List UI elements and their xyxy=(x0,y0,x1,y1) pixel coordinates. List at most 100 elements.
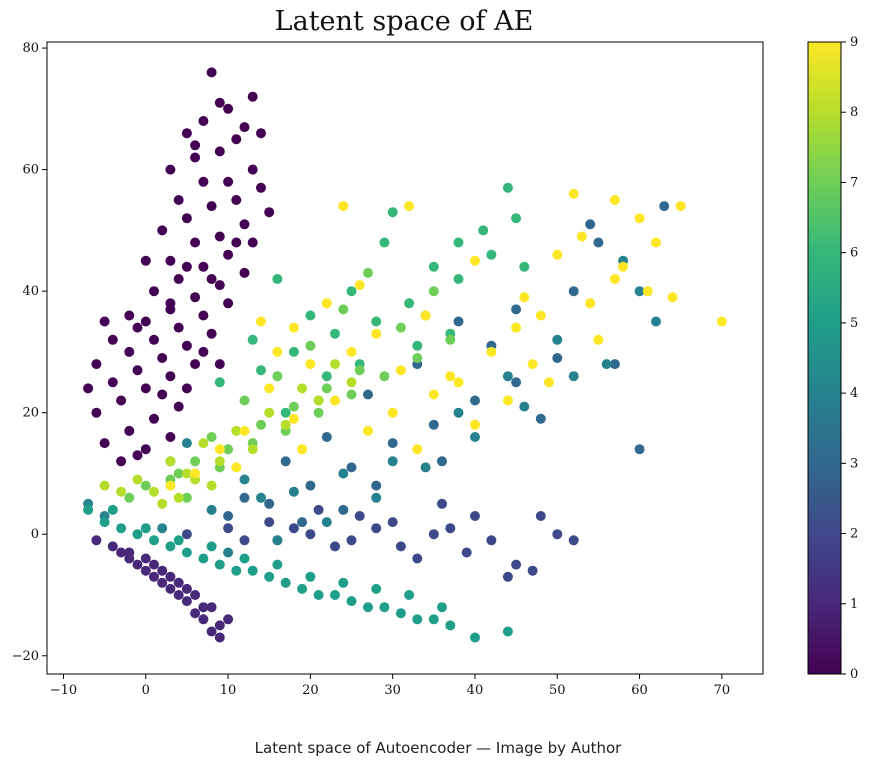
data-point xyxy=(609,195,620,205)
data-point xyxy=(428,529,439,540)
data-point xyxy=(157,523,168,534)
data-point xyxy=(165,456,176,467)
data-point xyxy=(190,468,201,479)
data-point xyxy=(330,590,340,600)
data-point xyxy=(280,419,291,430)
data-point xyxy=(83,383,94,394)
y-tick-label: 80 xyxy=(22,41,39,56)
data-point xyxy=(552,334,563,345)
data-point xyxy=(173,468,184,479)
data-point xyxy=(181,383,192,394)
data-point xyxy=(239,553,250,564)
data-point xyxy=(272,346,283,357)
data-point xyxy=(149,559,159,570)
data-point xyxy=(321,517,332,528)
data-point xyxy=(371,316,382,327)
data-point xyxy=(346,596,357,607)
data-point xyxy=(132,559,143,570)
data-point xyxy=(371,523,382,534)
data-point xyxy=(173,492,184,503)
data-point xyxy=(214,444,225,455)
data-point xyxy=(346,346,357,357)
data-point xyxy=(428,389,439,400)
data-point xyxy=(107,504,118,515)
x-tick-label: −10 xyxy=(50,683,77,698)
data-point xyxy=(157,225,168,236)
data-point xyxy=(198,346,209,357)
data-point xyxy=(223,298,234,309)
data-point xyxy=(256,365,266,376)
data-point xyxy=(568,188,579,199)
data-point xyxy=(601,359,612,370)
data-point xyxy=(511,304,522,315)
data-point xyxy=(502,371,513,382)
data-point xyxy=(231,195,242,205)
data-point xyxy=(470,255,480,266)
data-point xyxy=(190,292,201,303)
data-point xyxy=(247,91,258,102)
data-point xyxy=(165,371,176,382)
data-point xyxy=(173,195,184,205)
data-point xyxy=(190,590,201,600)
data-point xyxy=(321,298,332,309)
data-point xyxy=(214,377,225,388)
data-point xyxy=(223,523,234,534)
data-point xyxy=(428,286,439,297)
data-point xyxy=(107,377,118,388)
data-point xyxy=(107,334,118,345)
data-point xyxy=(552,529,563,540)
data-point xyxy=(428,261,439,272)
data-point xyxy=(305,340,316,351)
data-point xyxy=(371,328,382,339)
data-point xyxy=(206,504,217,515)
x-tick-label: 10 xyxy=(220,683,237,698)
data-point xyxy=(395,608,406,619)
data-point xyxy=(165,432,176,442)
data-point xyxy=(651,237,661,248)
data-point xyxy=(387,456,398,467)
data-point xyxy=(297,444,308,455)
data-point xyxy=(642,286,653,297)
data-point xyxy=(305,571,316,582)
data-point xyxy=(190,608,201,619)
colorbar-tick-label: 4 xyxy=(850,386,858,401)
data-point xyxy=(247,164,258,175)
data-point xyxy=(470,395,480,406)
data-point xyxy=(338,504,349,515)
chart-title: Latent space of AE xyxy=(275,6,534,37)
data-point xyxy=(535,511,546,521)
data-point xyxy=(305,359,316,370)
data-point xyxy=(470,511,480,521)
data-point xyxy=(181,529,192,540)
data-point xyxy=(181,128,192,139)
y-tick-label: 60 xyxy=(22,163,39,178)
data-point xyxy=(247,565,258,576)
data-point xyxy=(346,389,357,400)
colorbar-tick-label: 5 xyxy=(850,316,858,331)
data-point xyxy=(511,213,522,224)
data-point xyxy=(363,267,373,278)
data-point xyxy=(173,322,184,333)
x-axis: −10 0 10 20 30 40 50 60 70 xyxy=(50,674,730,698)
data-point xyxy=(214,359,225,370)
data-point xyxy=(181,340,192,351)
data-point xyxy=(470,632,480,643)
data-point xyxy=(346,286,357,297)
data-point xyxy=(140,553,151,564)
data-point xyxy=(239,474,250,485)
data-point xyxy=(609,359,620,370)
data-point xyxy=(140,480,151,491)
data-point xyxy=(223,249,234,260)
data-point xyxy=(428,614,439,625)
data-point xyxy=(387,207,398,218)
data-point xyxy=(338,201,349,212)
data-point xyxy=(288,322,299,333)
data-point xyxy=(256,128,266,139)
data-point xyxy=(527,565,538,576)
data-point xyxy=(272,371,283,382)
data-point xyxy=(157,389,168,400)
data-point xyxy=(206,432,217,442)
data-point xyxy=(264,517,275,528)
data-point xyxy=(247,334,258,345)
data-point xyxy=(321,383,332,394)
